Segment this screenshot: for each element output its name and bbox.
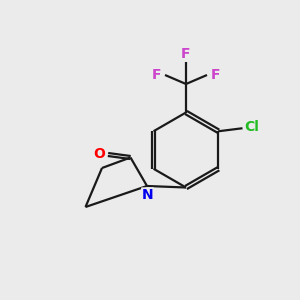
Text: N: N: [142, 188, 153, 202]
Text: F: F: [211, 68, 220, 82]
Text: F: F: [181, 47, 191, 61]
Text: F: F: [152, 68, 161, 82]
Text: O: O: [94, 148, 106, 161]
Text: Cl: Cl: [244, 120, 260, 134]
